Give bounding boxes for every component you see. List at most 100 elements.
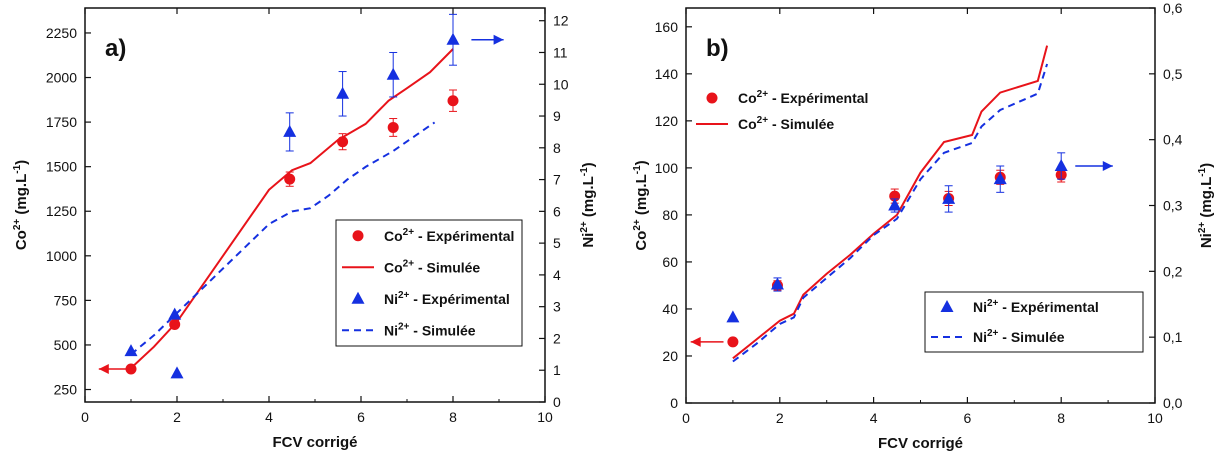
y-tick-label: 750 [54,292,78,308]
x-tick-label: 4 [870,410,878,426]
data-point-triangle [770,277,784,290]
x-tick-label: 6 [357,409,365,425]
y-axis-title: Co2+ (mg.L-1) [12,160,30,250]
y-tick-label: 2000 [46,70,77,86]
data-point-triangle [446,32,460,45]
series-line [130,48,454,369]
legend-label: Co2+ - Simulée [738,115,834,132]
x-tick-label: 8 [1057,410,1065,426]
legend-label: Ni2+ - Expérimental [384,290,510,307]
data-point-triangle [336,86,350,99]
y2-tick-label: 0 [553,394,561,410]
legend-marker-triangle [940,300,954,312]
y2-tick-label: 12 [553,13,569,29]
y-tick-label: 160 [655,19,679,35]
legend-marker-triangle [351,291,365,304]
y-tick-label: 500 [54,337,78,353]
y2-tick-label: 9 [553,108,561,124]
y-tick-label: 1500 [46,159,77,175]
y2-tick-label: 0,0 [1163,395,1183,411]
legend-label: Ni2+ - Simulée [384,321,476,338]
data-point-circle [284,173,296,185]
y2-tick-label: 4 [553,267,561,283]
chart-panel-b: 0 2 4 6 8 100204060801001201401600,00,10,20,3… [632,0,1215,452]
data-point-triangle [124,344,138,357]
y-tick-label: 100 [655,160,679,176]
y-tick-label: 140 [655,66,679,82]
legend-co: Co2+ - Expérimental Co2+ - Simulée [696,89,868,132]
legend-label: Co2+ - Simulée [384,258,480,275]
y2-tick-label: 0,3 [1163,198,1183,214]
y-tick-label: 1250 [46,203,77,219]
y2-tick-label: 7 [553,172,561,188]
y-tick-label: 80 [662,207,678,223]
x-axis-title: FCV corrigé [272,434,357,451]
y2-tick-label: 3 [553,299,561,315]
legend-label: Co2+ - Expérimental [384,227,514,244]
y2-tick-label: 5 [553,235,561,251]
y2-tick-label: 0,2 [1163,263,1183,279]
legend-label: Ni2+ - Expérimental [973,298,1099,315]
data-point-triangle [1054,159,1068,171]
data-point-triangle [726,310,740,323]
y-tick-label: 120 [655,113,679,129]
arrow-head [493,34,504,45]
y2-tick-label: 0,5 [1163,66,1183,82]
arrow-head [1102,161,1113,171]
y2-axis-title: Ni2+ (mg.L-1) [1197,163,1215,248]
series-line [732,63,1049,363]
y-tick-label: 2250 [46,25,77,41]
data-point-triangle [993,172,1007,185]
x-tick-label: 10 [1147,410,1163,426]
y2-tick-label: 11 [553,44,568,60]
y2-tick-label: 2 [553,330,561,346]
legend-label: Ni2+ - Simulée [973,328,1065,345]
x-tick-label: 6 [964,410,972,426]
legend-marker-circle [706,92,718,104]
x-tick-label: 4 [265,409,273,425]
y2-tick-label: 8 [553,140,561,156]
y-tick-label: 20 [662,348,678,364]
x-tick-label: 0 [81,409,89,425]
x-tick-label: 10 [537,409,553,425]
data-point-triangle [942,191,956,204]
data-point-circle [447,95,459,107]
x-axis-title: FCV corrigé [878,435,963,452]
y2-tick-label: 10 [553,76,569,92]
legend: Co2+ - Expérimental Co2+ - Simulée Ni2+ - … [335,219,523,347]
data-point-circle [387,121,399,133]
arrow-head [98,364,109,375]
y-tick-label: 60 [662,254,678,270]
y-tick-label: 0 [670,395,678,411]
y-tick-label: 1750 [46,114,77,130]
series-line [732,45,1049,360]
legend-marker-circle [352,230,364,242]
y2-tick-label: 0,6 [1163,0,1183,16]
x-tick-label: 2 [776,410,784,426]
series-line [130,121,436,356]
legend-ni: Ni2+ - Expérimental Ni2+ - Simulée [924,291,1144,353]
y2-tick-label: 0,4 [1163,132,1183,148]
panel-label: a) [105,35,126,62]
x-tick-label: 0 [682,410,690,426]
legend-box [335,219,523,347]
y2-axis-title: Ni2+ (mg.L-1) [579,162,597,247]
legend-label: Co2+ - Expérimental [738,89,868,106]
y2-tick-label: 1 [553,362,561,378]
legend-box [924,291,1144,353]
panel-label: b) [706,35,729,62]
data-point-circle [727,336,739,348]
data-point-triangle [888,198,902,211]
x-tick-label: 8 [449,409,457,425]
y-tick-label: 250 [54,382,78,398]
y2-tick-label: 0,1 [1163,329,1183,345]
y-axis-title: Co2+ (mg.L-1) [632,160,650,250]
y2-tick-label: 6 [553,203,561,219]
chart-panel-a: 0 2 4 6 8 10250500750100012501500175020002250… [12,7,597,451]
y-tick-label: 40 [662,301,678,317]
x-tick-label: 2 [173,409,181,425]
data-point-triangle [386,67,400,80]
y-tick-label: 1000 [46,248,77,264]
